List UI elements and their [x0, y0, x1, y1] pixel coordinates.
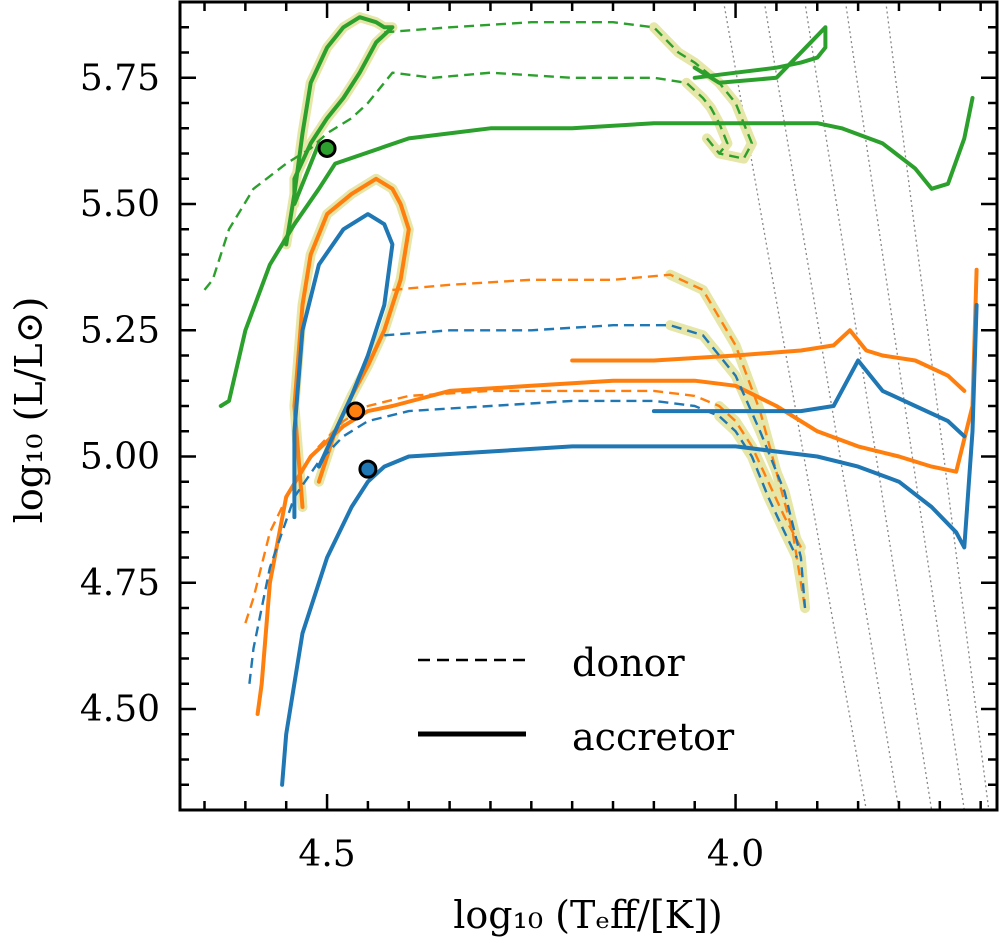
highlight-green-donor: [681, 77, 733, 159]
series-line-blue-accretor: [280, 303, 979, 787]
marker-blue: [358, 459, 378, 479]
x-tick-label: 4.0: [707, 834, 764, 875]
x-tick-label: 4.5: [298, 834, 355, 875]
legend-donor-label: donor: [572, 641, 686, 685]
isoradius-line-3: [844, 2, 965, 810]
isoradius-line-1: [763, 2, 900, 810]
series-line-orange-donor-upper: [392, 273, 807, 609]
highlight-blue-donor-upper: [665, 320, 810, 613]
legend: donor accretor: [418, 641, 735, 759]
series-layer: [203, 15, 979, 787]
series-line-green-donor: [203, 71, 729, 291]
marker-layer: [317, 138, 378, 479]
series-line-green-accretor-branch: [692, 25, 828, 85]
highlight-layer: [281, 12, 810, 613]
x-axis-label: log₁₀ (Tₑff/[K]): [453, 893, 722, 937]
series-line-green-accretor: [218, 96, 975, 408]
tick-layer: 4.5 4.0 4.50 4.75 5.00 5.25 5.50 5.75: [80, 0, 997, 875]
series-line-orange-accretor-branch: [570, 328, 967, 393]
series-line-green-accretor-upper-loop: [284, 15, 395, 247]
series-line-blue-donor: [248, 399, 798, 684]
series-line-blue-accretor-branch: [651, 358, 967, 439]
y-axis-label: log₁₀ (L/L⊙): [7, 297, 51, 524]
y-tick-label: 5.00: [80, 437, 160, 478]
y-tick-label: 5.50: [80, 184, 160, 225]
series-line-orange-donor: [244, 389, 802, 624]
y-tick-label: 5.25: [80, 310, 160, 351]
marker-orange: [346, 401, 366, 421]
y-tick-label: 5.75: [80, 58, 160, 99]
isoradius-line-2: [804, 2, 933, 810]
y-tick-label: 4.50: [80, 689, 160, 730]
marker-green: [317, 138, 337, 158]
legend-accretor-label: accretor: [572, 715, 735, 759]
series-line-blue-accretor-upper-loop: [292, 212, 395, 520]
series-line-blue-donor-upper: [384, 324, 807, 609]
series-line-green-donor-upper: [384, 21, 754, 160]
y-tick-label: 4.75: [80, 563, 160, 604]
